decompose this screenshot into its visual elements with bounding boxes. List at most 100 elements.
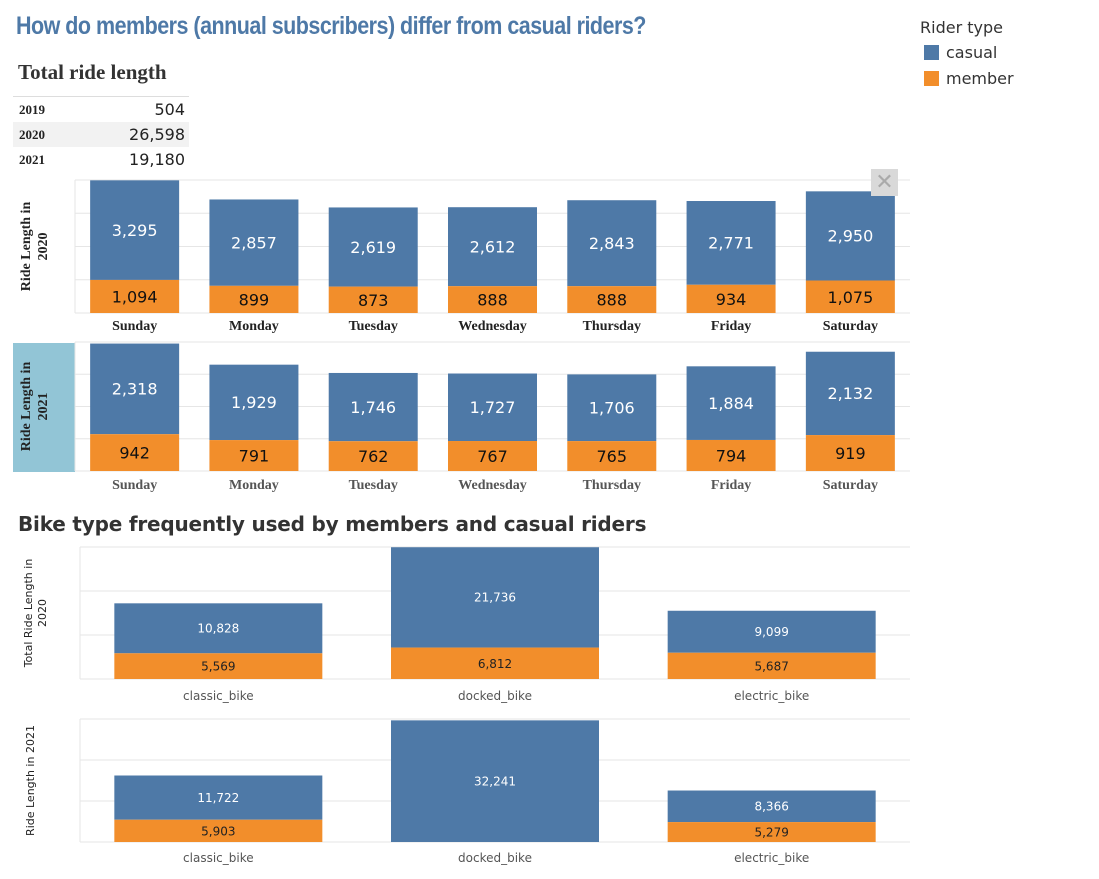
data-label-member: 794 xyxy=(716,447,747,466)
x-tick-label: Sunday xyxy=(112,319,157,334)
bar-casual xyxy=(567,200,657,287)
bike-section-title: Bike type frequently used by members and… xyxy=(18,512,647,536)
y-axis-title: Total Ride Length in2020 xyxy=(22,559,49,669)
data-label-member: 791 xyxy=(239,447,270,466)
bar-member xyxy=(328,286,418,313)
chart-3: Total Ride Length in2020 10,828 5,569 class… xyxy=(22,546,910,703)
data-label-member: 5,569 xyxy=(201,660,235,674)
totals-year: 2020 xyxy=(19,126,45,142)
data-label-member: 765 xyxy=(597,447,628,466)
data-label-member: 6,812 xyxy=(478,657,512,671)
data-label-member: 919 xyxy=(835,444,866,463)
x-tick-label: Monday xyxy=(229,319,279,334)
data-label-casual: 2,843 xyxy=(589,234,635,253)
data-label-member: 888 xyxy=(597,291,628,310)
x-tick-label: classic_bike xyxy=(183,689,254,703)
data-label-casual: 1,706 xyxy=(589,399,635,418)
data-label-member: 762 xyxy=(358,447,389,466)
data-label-casual: 32,241 xyxy=(474,774,516,788)
x-tick-label: Thursday xyxy=(583,478,641,493)
x-tick-label: Saturday xyxy=(823,319,878,334)
data-label-casual: 2,318 xyxy=(112,380,158,399)
y-axis-title: Ride Length in 2021 xyxy=(19,362,51,452)
bar-member xyxy=(209,440,299,471)
y-axis-title-line: Ride Length in xyxy=(19,362,34,452)
bar-member xyxy=(667,822,876,842)
data-label-casual: 2,132 xyxy=(827,384,873,403)
totals-row: 2019 504 xyxy=(13,96,189,122)
bar-casual xyxy=(567,374,657,442)
data-label-casual: 1,727 xyxy=(470,398,516,417)
x-tick-label: classic_bike xyxy=(183,851,254,865)
data-label-casual: 2,771 xyxy=(708,234,754,253)
close-icon[interactable]: ✕ xyxy=(871,169,898,196)
totals-table: 2019 504 2020 26,598 2021 19,180 xyxy=(13,96,189,172)
x-tick-label: electric_bike xyxy=(734,689,809,703)
totals-row: 2021 19,180 xyxy=(13,147,189,172)
legend-item-casual[interactable]: casual xyxy=(920,39,1014,65)
totals-value: 26,598 xyxy=(129,125,185,144)
x-tick-label: Thursday xyxy=(583,319,641,334)
bar-member xyxy=(114,819,323,842)
bar-member xyxy=(328,441,418,471)
data-label-casual: 10,828 xyxy=(197,622,239,636)
bar-member xyxy=(805,280,895,313)
chart-1: Ride Length in 2020 3,295 1,094 Sunday 2,857 8… xyxy=(19,179,910,334)
x-tick-label: docked_bike xyxy=(458,689,532,703)
bar-casual xyxy=(686,201,776,285)
totals-year: 2021 xyxy=(19,151,45,167)
data-label-member: 942 xyxy=(119,444,150,463)
x-tick-label: Wednesday xyxy=(458,478,526,493)
axis-label-highlight xyxy=(13,343,75,472)
data-label-member: 1,094 xyxy=(112,288,158,307)
chart-4: Ride Length in 2021 11,722 5,903 classic_bi… xyxy=(24,718,910,865)
bar-casual xyxy=(328,207,418,287)
bar-member xyxy=(686,284,776,313)
data-label-member: 1,075 xyxy=(827,288,873,307)
totals-value: 19,180 xyxy=(129,150,185,169)
bar-member xyxy=(567,286,657,313)
bar-casual xyxy=(805,351,895,436)
bar-casual xyxy=(114,775,323,820)
data-label-member: 888 xyxy=(477,291,508,310)
data-label-casual: 2,612 xyxy=(470,237,516,256)
bar-casual xyxy=(114,603,323,654)
bar-member xyxy=(667,652,876,679)
data-label-casual: 21,736 xyxy=(474,591,516,605)
bar-casual xyxy=(448,207,537,287)
y-axis-title-line: 2021 xyxy=(36,393,51,421)
y-axis-title: Ride Length in 2021 xyxy=(24,725,37,836)
legend-label-member: member xyxy=(946,68,1014,88)
bar-casual xyxy=(667,610,876,653)
bar-casual xyxy=(448,373,537,442)
legend-title: Rider type xyxy=(920,18,1003,37)
data-label-casual: 2,619 xyxy=(350,238,396,257)
y-axis-title-line: Ride Length in 2021 xyxy=(24,725,37,836)
data-label-member: 5,279 xyxy=(754,826,788,840)
data-label-casual: 1,929 xyxy=(231,393,277,412)
legend-label-casual: casual xyxy=(946,42,998,62)
x-tick-label: Tuesday xyxy=(349,319,398,334)
bar-member xyxy=(448,286,537,313)
data-label-casual: 11,722 xyxy=(197,791,239,805)
data-label-member: 934 xyxy=(716,290,747,309)
data-label-member: 873 xyxy=(358,291,389,310)
x-tick-label: Friday xyxy=(711,478,751,493)
y-axis-title: Ride Length in 2020 xyxy=(19,202,51,292)
bar-casual xyxy=(391,720,599,842)
data-label-member: 767 xyxy=(477,447,508,466)
bar-member xyxy=(114,653,323,679)
x-tick-label: Monday xyxy=(229,478,279,493)
bar-casual xyxy=(328,372,418,442)
data-label-member: 5,903 xyxy=(201,824,235,838)
data-label-member: 899 xyxy=(239,290,270,309)
bar-member xyxy=(448,441,537,471)
bar-member xyxy=(805,435,895,471)
legend-item-member[interactable]: member xyxy=(920,65,1014,91)
bar-casual xyxy=(209,364,299,441)
y-axis-title-line: Total Ride Length in xyxy=(22,559,35,669)
bar-member xyxy=(90,279,180,313)
x-tick-label: Sunday xyxy=(112,478,157,493)
legend-swatch-member xyxy=(924,70,939,86)
y-axis-title-line: Ride Length in xyxy=(19,202,34,292)
